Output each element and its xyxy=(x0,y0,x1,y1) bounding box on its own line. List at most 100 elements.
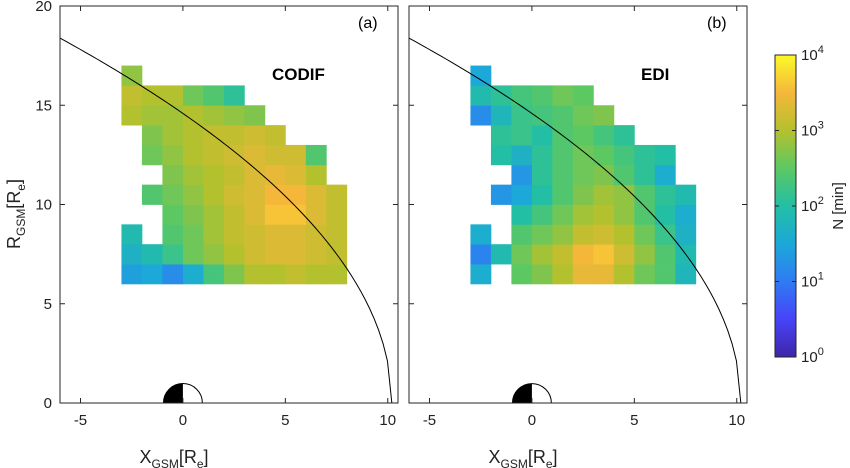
heatmap-cell xyxy=(613,264,635,285)
heatmap-cell xyxy=(531,204,553,225)
colorbar-ticks: 100 101 102 103 104 xyxy=(775,44,824,366)
heatmap-cell xyxy=(203,244,225,265)
heatmap-cell xyxy=(511,204,533,225)
heatmap-cell xyxy=(285,164,307,186)
heatmap-cell xyxy=(141,264,163,285)
heatmap-cell xyxy=(285,244,307,265)
x-axis-label: XGSM[Re] xyxy=(139,447,208,468)
heatmap-cell xyxy=(162,144,184,166)
panel-title: EDI xyxy=(641,65,669,84)
magnetopause-curve xyxy=(60,37,393,403)
heatmap-cell xyxy=(203,264,225,285)
heatmap-cell xyxy=(531,264,553,285)
heatmap-cell xyxy=(572,224,594,245)
heatmap-cell xyxy=(326,264,348,285)
heatmap-cell xyxy=(182,264,204,285)
heatmap-cell xyxy=(470,224,492,245)
heatmap-cell xyxy=(244,164,266,186)
heatmap-cell xyxy=(305,204,327,225)
y-tick-label: 5 xyxy=(44,296,52,313)
heatmap-cell xyxy=(552,184,574,205)
heatmap-cell xyxy=(182,105,204,126)
heatmap-cell xyxy=(511,144,533,166)
heatmap-cell xyxy=(141,144,163,166)
heatmap-cell xyxy=(264,204,286,225)
heatmap-cell xyxy=(613,144,635,166)
heatmap-cell xyxy=(531,125,553,146)
heatmap-cell xyxy=(223,204,245,225)
heatmap-cell xyxy=(572,85,594,106)
heatmap-cell xyxy=(203,204,225,225)
colorbar: 100 101 102 103 104 N [min] xyxy=(774,44,847,366)
heatmap-cell xyxy=(572,144,594,166)
earth-symbol xyxy=(511,383,552,404)
y-tick-label: 20 xyxy=(35,0,52,15)
y-tick-label: 0 xyxy=(44,395,52,412)
heatmap-cell xyxy=(511,164,533,186)
heatmap-cell xyxy=(511,264,533,285)
heatmap-cell xyxy=(182,184,204,205)
heatmap-cell xyxy=(552,224,574,245)
heatmap-cell xyxy=(470,105,492,126)
heatmap-cell xyxy=(572,184,594,205)
panel-edi: -5 0 5 10 (b) EDI XGSM[Re] xyxy=(408,5,748,468)
earth-symbol xyxy=(162,383,203,404)
heatmap-cell xyxy=(531,224,553,245)
heatmap-cell xyxy=(654,224,676,245)
heatmap-cell xyxy=(654,164,676,186)
x-tick-label: 0 xyxy=(528,412,536,429)
heatmap-cell xyxy=(613,125,635,146)
heatmap-cell xyxy=(593,264,615,285)
heatmap-cell xyxy=(285,224,307,245)
heatmap-cell xyxy=(141,184,163,205)
heatmap-cell xyxy=(162,125,184,146)
heatmap-cell xyxy=(264,264,286,285)
heatmap-cell xyxy=(182,85,204,106)
heatmap-cell xyxy=(675,264,697,285)
heatmap-cell xyxy=(162,184,184,205)
heatmap-cell xyxy=(244,224,266,245)
heatmap-cell xyxy=(182,244,204,265)
heatmap-cell xyxy=(490,244,512,265)
heatmap-cell xyxy=(162,264,184,285)
heatmap-cell xyxy=(162,85,184,106)
heatmap-cell xyxy=(244,204,266,225)
heatmap-cell xyxy=(162,224,184,245)
heatmap-cell xyxy=(223,224,245,245)
heatmap-cell xyxy=(223,164,245,186)
heatmap-cell xyxy=(223,144,245,166)
heatmap-cell xyxy=(326,184,348,205)
x-axis-label: XGSM[Re] xyxy=(488,447,557,468)
heatmap-cell xyxy=(223,264,245,285)
heatmap-cell xyxy=(654,184,676,205)
x-ticks: -5 0 5 10 xyxy=(74,6,396,429)
heatmap-cell xyxy=(121,105,143,126)
heatmap-cell xyxy=(511,224,533,245)
heatmap-cell xyxy=(634,184,656,205)
heatmap-cell xyxy=(285,264,307,285)
heatmap-cell xyxy=(613,224,635,245)
heatmap-cell xyxy=(285,204,307,225)
heatmap-cell xyxy=(613,244,635,265)
x-tick-label: 10 xyxy=(728,412,745,429)
heatmap-cell xyxy=(490,184,512,205)
heatmap-cell xyxy=(223,184,245,205)
heatmap-cell xyxy=(182,164,204,186)
heatmap-cell xyxy=(634,224,656,245)
heatmap-cell xyxy=(613,204,635,225)
heatmap-cell xyxy=(305,144,327,166)
heatmap-cell xyxy=(162,204,184,225)
heatmap-cell xyxy=(285,184,307,205)
earth-nightside xyxy=(163,383,183,403)
heatmap-cell xyxy=(654,244,676,265)
heatmap-cell xyxy=(490,125,512,146)
heatmap-cell xyxy=(244,264,266,285)
y-ticks xyxy=(409,5,747,404)
heatmap-cell xyxy=(593,204,615,225)
x-tick-label: 0 xyxy=(179,412,187,429)
heatmap-cell xyxy=(244,184,266,205)
y-ticks: 0 5 10 15 20 xyxy=(35,0,398,412)
heatmap-cell xyxy=(490,85,512,106)
y-tick-label: 10 xyxy=(35,197,52,214)
colorbar-tick-label: 101 xyxy=(801,271,824,291)
